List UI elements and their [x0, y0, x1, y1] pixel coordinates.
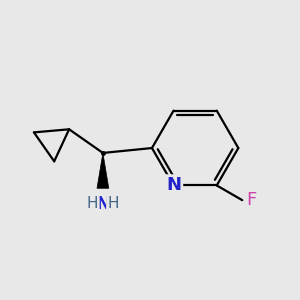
Text: N: N	[95, 195, 110, 213]
Text: F: F	[246, 191, 256, 209]
Polygon shape	[97, 153, 109, 188]
Text: H: H	[86, 196, 98, 211]
Text: N: N	[166, 176, 181, 194]
Text: H: H	[108, 196, 119, 211]
